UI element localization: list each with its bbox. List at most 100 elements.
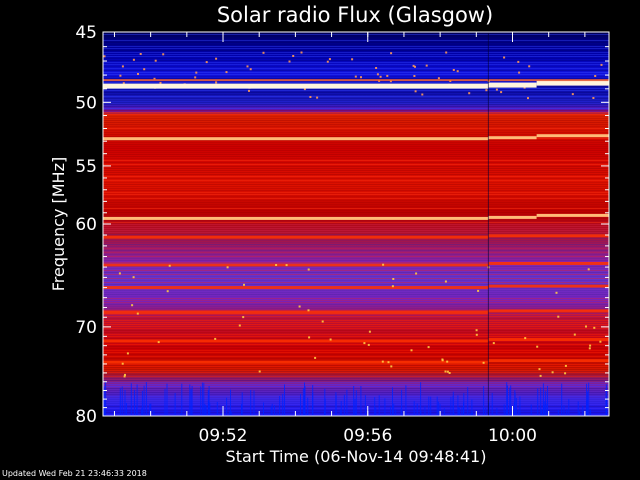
channel-stripe — [103, 204, 609, 205]
speckle — [482, 361, 485, 364]
rfi-spike — [491, 392, 493, 416]
speckle — [427, 346, 430, 349]
rfi-spike — [566, 409, 568, 416]
speckle — [321, 320, 324, 323]
speckle — [475, 329, 478, 332]
speckle — [456, 70, 459, 73]
channel-stripe — [103, 334, 609, 335]
rfi-spike — [143, 385, 145, 416]
rfi-spike — [428, 396, 430, 416]
emission-band — [488, 136, 537, 140]
speckle — [528, 65, 531, 68]
speckle — [585, 325, 587, 328]
channel-stripe — [103, 50, 609, 51]
emission-band — [103, 137, 489, 141]
channel-stripe — [103, 336, 609, 337]
channel-stripe — [103, 246, 609, 247]
rfi-spike — [390, 406, 392, 416]
speckle — [162, 53, 165, 56]
rfi-spike — [164, 388, 166, 416]
x-axis-label: Start Time (06-Nov-14 09:48:41) — [226, 447, 487, 466]
channel-stripe — [103, 154, 609, 155]
speckle — [495, 88, 498, 91]
channel-stripe — [103, 244, 609, 245]
channel-stripe — [103, 128, 609, 129]
rfi-spike — [503, 404, 505, 416]
speckle — [410, 349, 413, 352]
channel-stripe — [103, 112, 609, 113]
speckle — [527, 97, 529, 100]
rfi-spike — [253, 390, 255, 416]
speckle — [594, 75, 597, 77]
speckle — [154, 59, 157, 62]
channel-stripe — [103, 364, 609, 365]
rfi-spike — [590, 409, 591, 416]
speckle — [121, 362, 124, 365]
channel-stripe — [103, 162, 609, 163]
rfi-spike — [201, 382, 203, 416]
channel-stripe — [103, 316, 609, 317]
rfi-spike — [436, 396, 438, 416]
rfi-spike — [279, 395, 281, 416]
channel-stripe — [103, 110, 609, 111]
rfi-spike — [545, 404, 547, 416]
speckle — [354, 75, 357, 78]
speckle — [539, 374, 542, 377]
speckle — [379, 75, 382, 78]
speckle — [441, 358, 444, 361]
channel-line — [488, 309, 609, 313]
channel-stripe — [103, 90, 609, 91]
channel-stripe — [103, 226, 609, 227]
y-tick-label: 50 — [75, 93, 97, 113]
rfi-spike — [205, 405, 207, 416]
rfi-spike — [401, 389, 403, 416]
rfi-spike — [400, 408, 402, 416]
speckle — [132, 276, 135, 279]
y-tick-label: 55 — [75, 157, 97, 177]
channel-stripe — [103, 318, 609, 319]
updated-timestamp: Updated Wed Feb 21 23:46:33 2018 — [2, 469, 147, 478]
rfi-spike — [488, 402, 490, 416]
speckle — [391, 285, 394, 288]
emission-band — [536, 80, 610, 86]
channel-stripe — [103, 384, 609, 385]
channel-stripe — [103, 326, 609, 327]
speckle — [123, 375, 126, 378]
rfi-spike — [519, 396, 521, 416]
speckle — [131, 304, 134, 307]
x-tick-label: 09:56 — [343, 426, 392, 446]
rfi-spike — [282, 393, 284, 416]
speckle — [485, 89, 488, 92]
speckle — [468, 92, 471, 95]
channel-stripe — [103, 280, 609, 281]
x-tick-label: 09:52 — [199, 426, 248, 446]
speckle — [387, 361, 390, 364]
speckle — [437, 77, 440, 80]
rfi-spike — [141, 390, 143, 416]
speckle — [139, 53, 142, 55]
speckle — [298, 305, 301, 308]
speckle — [381, 360, 384, 363]
channel-stripe — [103, 216, 609, 217]
channel-stripe — [103, 266, 609, 267]
rfi-spike — [393, 403, 395, 416]
channel-stripe — [103, 68, 609, 69]
speckle — [153, 77, 156, 80]
emission-band — [103, 216, 489, 220]
channel-stripe — [103, 92, 609, 93]
channel-stripe — [103, 70, 609, 71]
rfi-spike — [121, 386, 123, 416]
speckle — [225, 71, 228, 74]
rfi-spike — [126, 403, 127, 416]
channel-stripe — [103, 278, 609, 279]
rfi-spike — [375, 407, 377, 416]
speckle — [215, 81, 218, 84]
speckle — [249, 68, 252, 71]
channel-line — [103, 310, 489, 314]
rfi-spike — [457, 395, 459, 416]
rfi-spike — [453, 412, 455, 416]
channel-stripe — [103, 222, 609, 223]
channel-stripe — [103, 352, 609, 353]
channel-stripe — [103, 380, 609, 381]
channel-stripe — [103, 268, 609, 269]
